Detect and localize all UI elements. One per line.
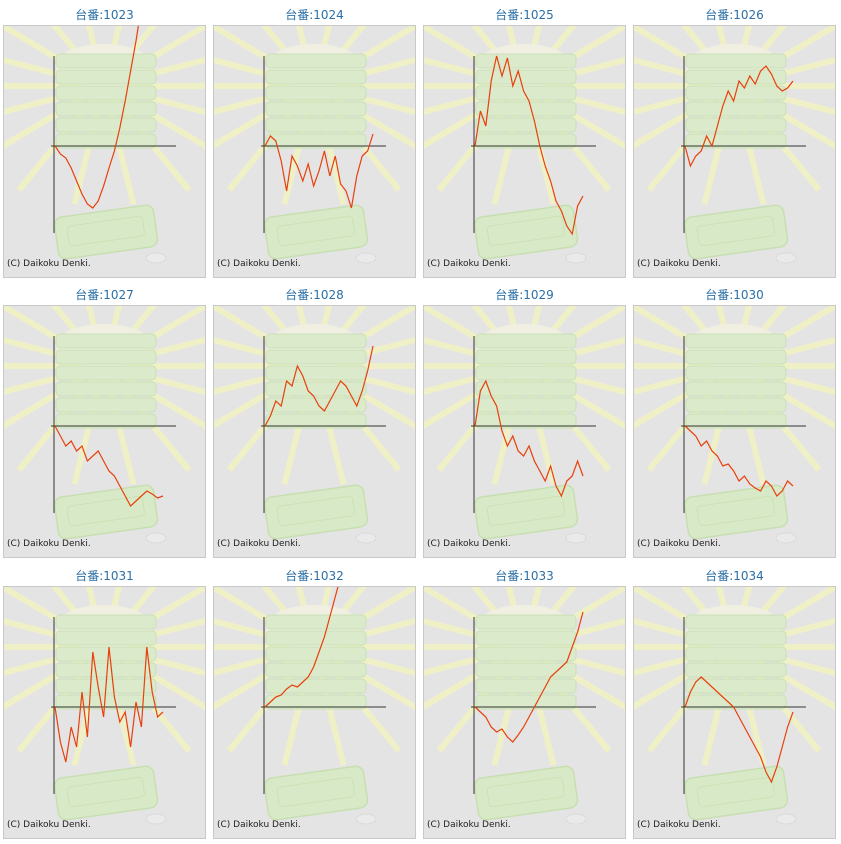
chart-panel: (C) Daikoku Denki. xyxy=(213,586,416,839)
background-illustration xyxy=(424,26,625,264)
series-line xyxy=(474,379,584,498)
chart-panel: (C) Daikoku Denki. xyxy=(423,25,626,278)
machine-chart-card: 台番:1030 (C) Daikoku Denki. xyxy=(633,283,836,558)
chart-panel: (C) Daikoku Denki. xyxy=(3,25,206,278)
line-chart xyxy=(214,26,415,264)
machine-chart-card: 台番:1027 (C) Daikoku Denki. xyxy=(3,283,206,558)
series-line xyxy=(54,646,164,763)
line-chart xyxy=(214,587,415,825)
machine-chart-card: 台番:1024 (C) Daikoku Denki. xyxy=(213,3,416,278)
machine-chart-card: 台番:1031 (C) Daikoku Denki. xyxy=(3,564,206,839)
series-line xyxy=(474,55,584,236)
series-line xyxy=(264,133,374,209)
machine-number-title[interactable]: 台番:1024 xyxy=(285,8,344,22)
background-illustration xyxy=(424,306,625,544)
machine-chart-card: 台番:1023 (C) Daikoku Denki. xyxy=(3,3,206,278)
chart-panel: (C) Daikoku Denki. xyxy=(633,305,836,558)
copyright-text: (C) Daikoku Denki. xyxy=(7,259,91,269)
copyright-text: (C) Daikoku Denki. xyxy=(427,259,511,269)
machine-number-title[interactable]: 台番:1031 xyxy=(75,569,134,583)
series-line xyxy=(684,65,794,168)
chart-panel: (C) Daikoku Denki. xyxy=(3,586,206,839)
background-illustration xyxy=(214,306,415,544)
machine-chart-card: 台番:1034 (C) Daikoku Denki. xyxy=(633,564,836,839)
copyright-text: (C) Daikoku Denki. xyxy=(7,539,91,549)
copyright-text: (C) Daikoku Denki. xyxy=(217,539,301,549)
machine-chart-card: 台番:1025 (C) Daikoku Denki. xyxy=(423,3,626,278)
machine-chart-card: 台番:1026 (C) Daikoku Denki. xyxy=(633,3,836,278)
line-chart xyxy=(424,306,625,544)
chart-panel: (C) Daikoku Denki. xyxy=(3,305,206,558)
machine-chart-card: 台番:1029 (C) Daikoku Denki. xyxy=(423,283,626,558)
chart-panel: (C) Daikoku Denki. xyxy=(423,305,626,558)
series-line xyxy=(474,611,584,743)
copyright-text: (C) Daikoku Denki. xyxy=(7,820,91,830)
series-line xyxy=(54,26,139,209)
line-chart xyxy=(4,306,205,544)
machine-number-title[interactable]: 台番:1027 xyxy=(75,288,134,302)
copyright-text: (C) Daikoku Denki. xyxy=(637,820,721,830)
background-illustration xyxy=(424,587,625,825)
chart-panel: (C) Daikoku Denki. xyxy=(213,305,416,558)
machine-number-title[interactable]: 台番:1025 xyxy=(495,8,554,22)
chart-panel: (C) Daikoku Denki. xyxy=(213,25,416,278)
series-line xyxy=(684,676,794,784)
background-illustration xyxy=(634,306,835,544)
machine-number-title[interactable]: 台番:1026 xyxy=(705,8,764,22)
series-line xyxy=(264,345,374,427)
machine-number-title[interactable]: 台番:1023 xyxy=(75,8,134,22)
copyright-text: (C) Daikoku Denki. xyxy=(427,539,511,549)
line-chart xyxy=(634,587,835,825)
series-line xyxy=(264,587,339,708)
machine-chart-card: 台番:1033 (C) Daikoku Denki. xyxy=(423,564,626,839)
machine-number-title[interactable]: 台番:1030 xyxy=(705,288,764,302)
copyright-text: (C) Daikoku Denki. xyxy=(217,820,301,830)
line-chart xyxy=(424,587,625,825)
background-illustration xyxy=(214,587,415,825)
background-illustration xyxy=(214,26,415,264)
machine-number-title[interactable]: 台番:1034 xyxy=(705,569,764,583)
chart-panel: (C) Daikoku Denki. xyxy=(633,586,836,839)
copyright-text: (C) Daikoku Denki. xyxy=(637,259,721,269)
machine-number-title[interactable]: 台番:1028 xyxy=(285,288,344,302)
machine-number-title[interactable]: 台番:1033 xyxy=(495,569,554,583)
copyright-text: (C) Daikoku Denki. xyxy=(217,259,301,269)
copyright-text: (C) Daikoku Denki. xyxy=(427,820,511,830)
background-illustration xyxy=(4,306,205,544)
background-illustration xyxy=(634,587,835,825)
line-chart xyxy=(634,26,835,264)
machine-number-title[interactable]: 台番:1029 xyxy=(495,288,554,302)
series-line xyxy=(684,425,794,497)
line-chart xyxy=(424,26,625,264)
line-chart xyxy=(4,587,205,825)
line-chart xyxy=(4,26,205,264)
machine-chart-card: 台番:1028 (C) Daikoku Denki. xyxy=(213,283,416,558)
chart-panel: (C) Daikoku Denki. xyxy=(633,25,836,278)
machine-number-title[interactable]: 台番:1032 xyxy=(285,569,344,583)
line-chart xyxy=(634,306,835,544)
machine-chart-card: 台番:1032 (C) Daikoku Denki. xyxy=(213,564,416,839)
line-chart xyxy=(214,306,415,544)
chart-panel: (C) Daikoku Denki. xyxy=(423,586,626,839)
background-illustration xyxy=(634,26,835,264)
background-illustration xyxy=(4,26,205,264)
copyright-text: (C) Daikoku Denki. xyxy=(637,539,721,549)
series-line xyxy=(54,425,164,507)
